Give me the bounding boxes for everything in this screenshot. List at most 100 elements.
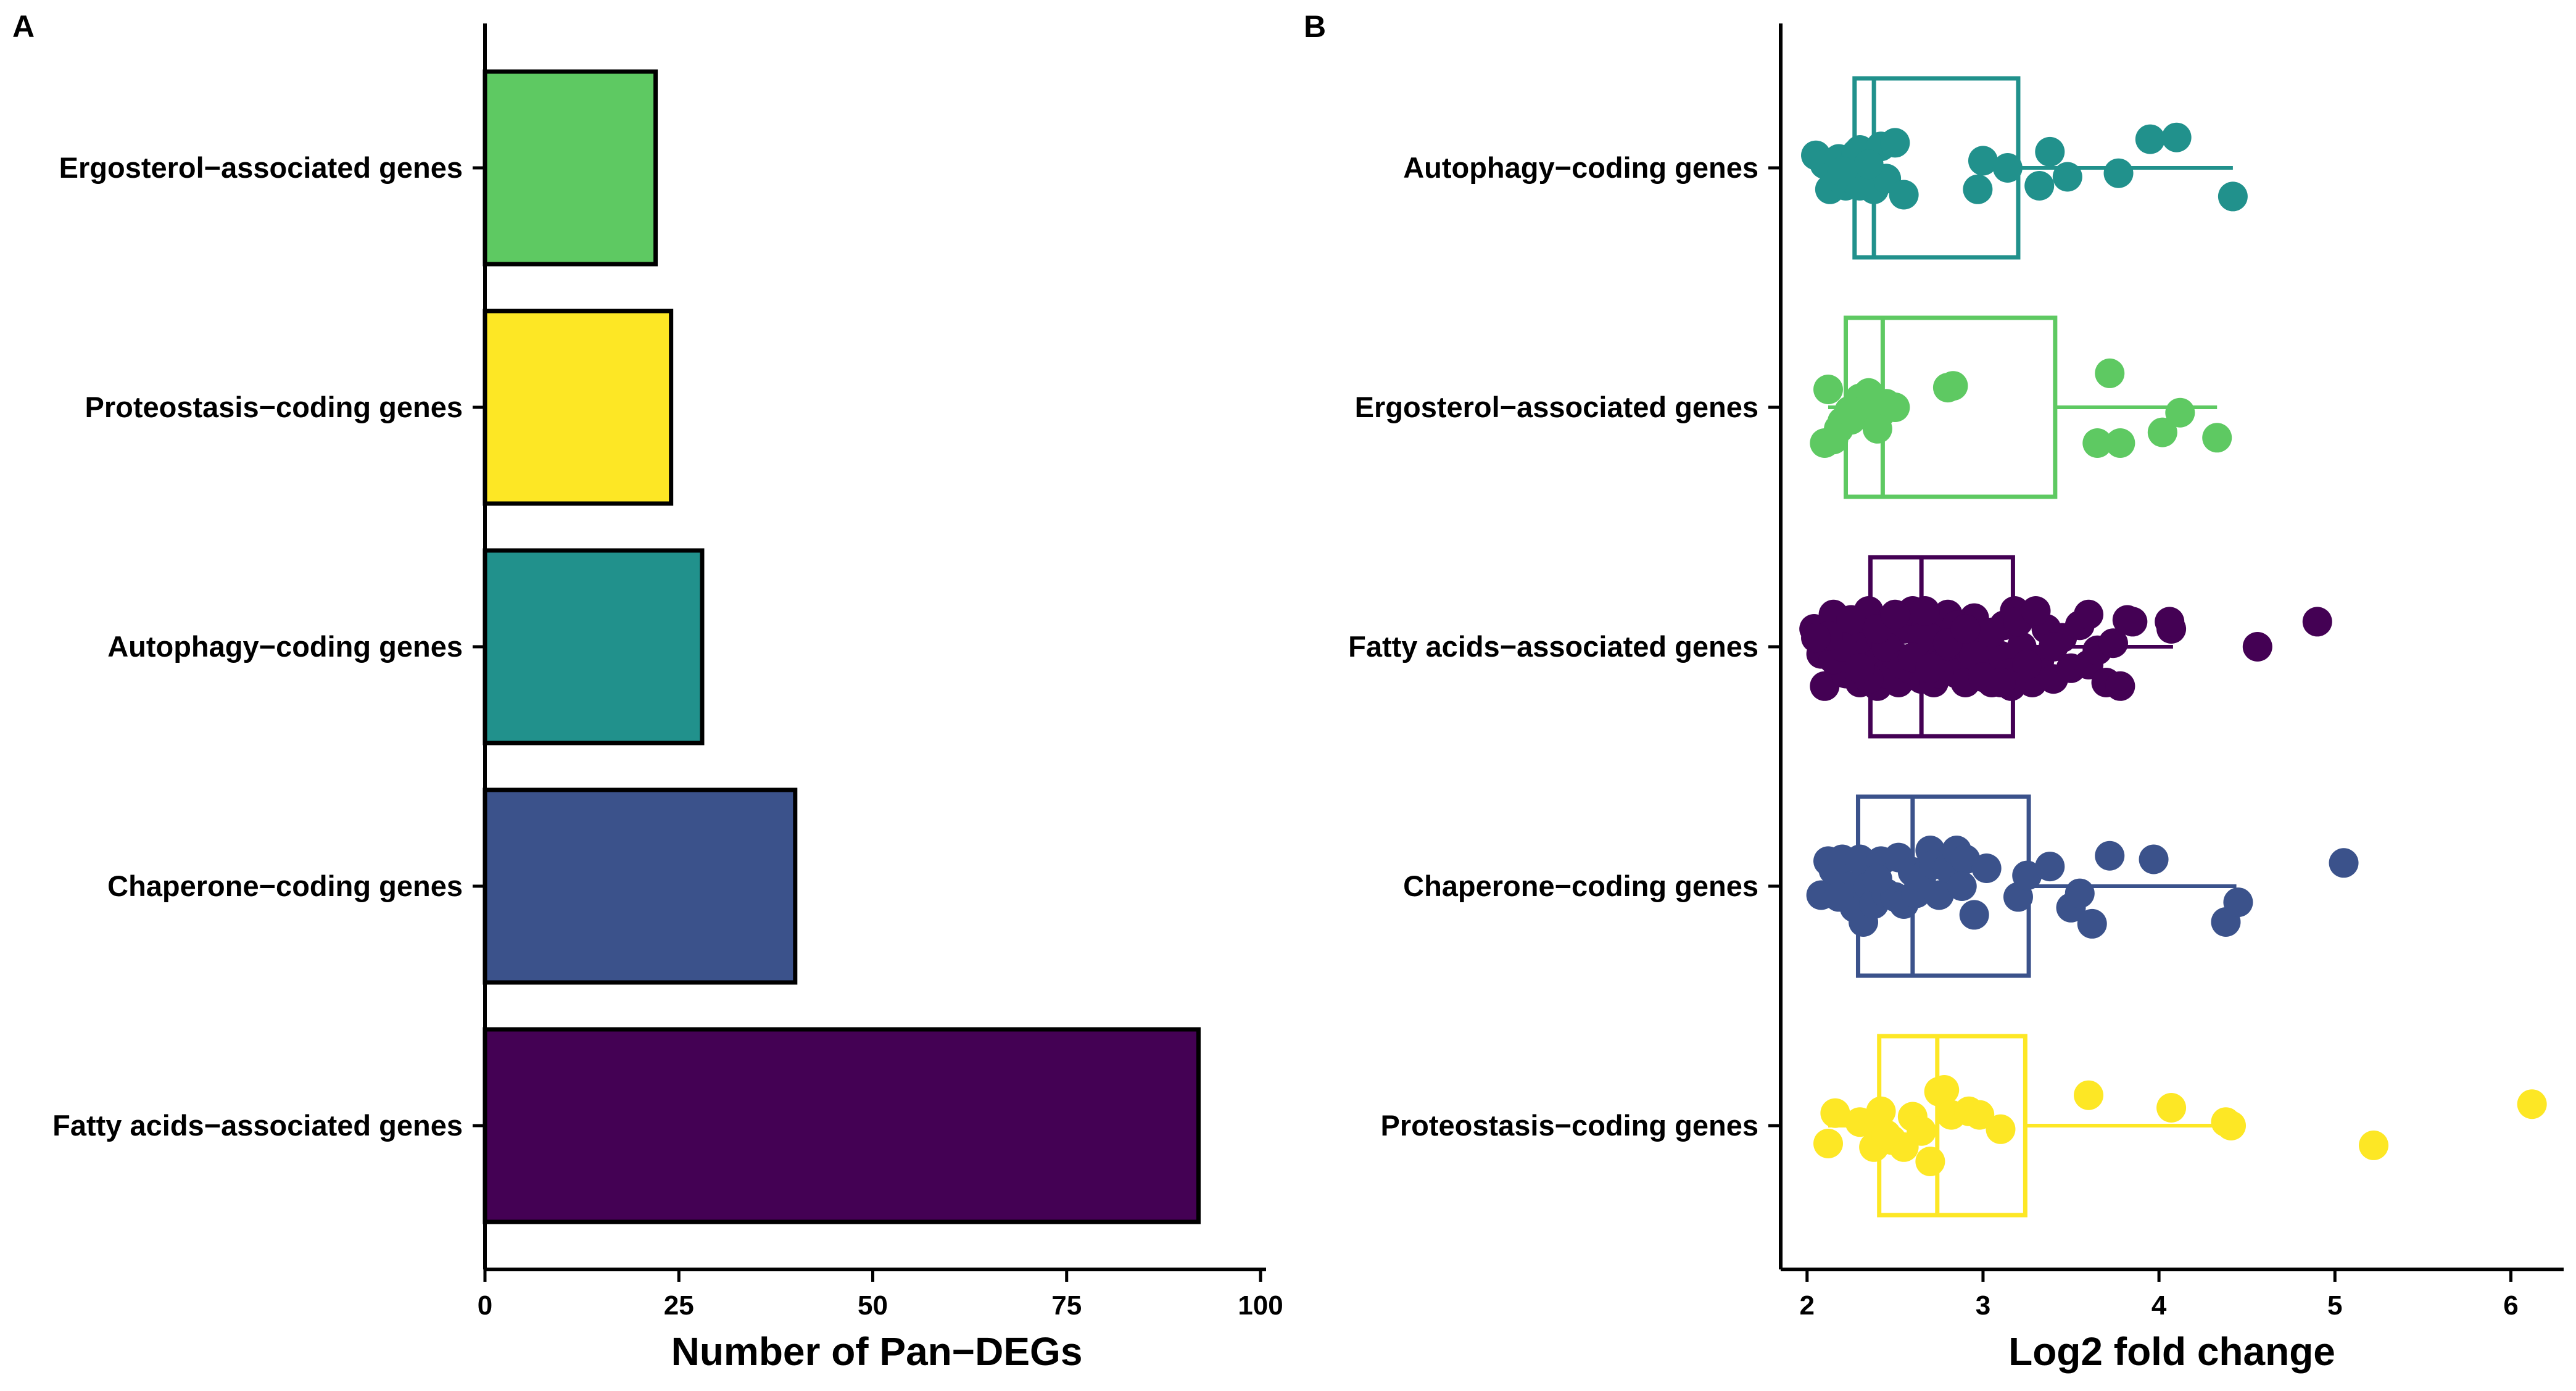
x-tick-label: 75: [1051, 1290, 1082, 1321]
data-point: [2135, 124, 2165, 154]
bar: [482, 787, 798, 985]
x-tick-label: 3: [1976, 1290, 1990, 1321]
data-point: [1845, 844, 1875, 874]
data-point: [2098, 628, 2128, 658]
category-label: Proteostasis−coding genes: [1381, 1109, 1759, 1142]
data-point: [1880, 599, 1910, 629]
data-point: [1813, 1129, 1843, 1158]
data-point: [1813, 375, 1843, 404]
data-point: [2517, 1089, 2547, 1119]
data-point: [2021, 596, 2051, 626]
data-point: [2105, 671, 2135, 701]
data-point: [2161, 122, 2192, 152]
bar: [482, 548, 705, 745]
data-point: [1889, 180, 1919, 210]
data-point: [1963, 174, 1993, 204]
data-point: [1965, 1100, 1995, 1130]
data-point: [2052, 162, 2082, 192]
data-point: [1834, 396, 1865, 426]
data-point: [1862, 864, 1892, 894]
x-tick-label: 2: [1800, 1290, 1815, 1321]
category-label: Fatty acids−associated genes: [1348, 630, 1758, 663]
data-point: [2165, 397, 2195, 428]
x-tick-label: 50: [858, 1290, 888, 1321]
panel-tag-a: A: [12, 9, 35, 44]
category-label: Fatty acids−associated genes: [52, 1109, 463, 1142]
data-point: [1938, 371, 1968, 401]
panel-a-x-axis-title: Number of Pan−DEGs: [671, 1329, 1083, 1374]
data-point: [2202, 423, 2232, 453]
data-point: [2077, 908, 2107, 939]
data-point: [1968, 146, 1998, 176]
category-label: Ergosterol−associated genes: [59, 151, 463, 184]
data-point: [1871, 1119, 1902, 1150]
x-tick-label: 6: [2503, 1290, 2518, 1321]
data-point: [1907, 1116, 1937, 1146]
data-point: [1836, 605, 1866, 635]
category-label: Ergosterol−associated genes: [1355, 391, 1758, 423]
data-point: [2329, 848, 2359, 878]
data-point: [2118, 607, 2148, 637]
data-point: [2103, 158, 2134, 188]
bar: [482, 309, 674, 506]
data-point: [1971, 853, 2002, 883]
data-point: [1992, 153, 2023, 183]
data-point: [2105, 428, 2135, 458]
bar: [482, 69, 658, 267]
panel-tag-b: B: [1304, 9, 1326, 44]
data-point: [1880, 128, 1910, 158]
data-point: [2065, 878, 2095, 908]
data-point: [2035, 852, 2065, 882]
data-point: [2218, 181, 2248, 212]
data-point: [2156, 1093, 2187, 1123]
data-point: [1924, 880, 1954, 910]
data-point: [1853, 149, 1884, 180]
data-point: [2012, 860, 2042, 891]
data-point: [1862, 413, 1892, 444]
data-point: [1950, 614, 1981, 644]
data-point: [1820, 1098, 1850, 1128]
category-label: Autophagy−coding genes: [1403, 151, 1758, 184]
bar: [482, 1027, 1201, 1224]
data-point: [1977, 617, 2007, 647]
data-point: [1801, 623, 1831, 653]
data-point: [1915, 653, 1945, 683]
data-point: [1824, 882, 1854, 912]
data-point: [2074, 1080, 2104, 1110]
data-point: [1880, 392, 1910, 422]
category-label: Proteostasis−coding genes: [85, 391, 463, 423]
data-point: [2242, 632, 2272, 662]
data-point: [2139, 844, 2169, 874]
data-point: [1986, 668, 2016, 697]
data-point: [2012, 650, 2042, 679]
data-point: [1959, 900, 1989, 930]
x-tick-label: 100: [1238, 1290, 1283, 1321]
data-point: [2359, 1130, 2389, 1160]
data-point: [2095, 841, 2125, 871]
bar-chart-panel-a: Ergosterol−associated genes Proteostasis−…: [52, 23, 1283, 1374]
data-point: [1986, 1114, 2016, 1144]
data-point: [1827, 156, 1857, 186]
data-point: [1947, 871, 1977, 901]
data-point: [2155, 607, 2185, 637]
category-label: Chaperone−coding genes: [107, 870, 463, 902]
data-point: [2035, 136, 2065, 167]
data-point: [2095, 358, 2125, 388]
data-point: [1929, 1075, 1960, 1105]
data-point: [2216, 1111, 2247, 1140]
x-tick-label: 4: [2151, 1290, 2167, 1321]
data-point: [1845, 1107, 1875, 1137]
x-tick-label: 5: [2327, 1290, 2342, 1321]
data-point: [2024, 171, 2055, 201]
boxplot-panel-b: Autophagy−coding genes Ergosterol−associa…: [1348, 23, 2564, 1374]
data-point: [1845, 653, 1875, 683]
data-point: [1910, 596, 1940, 626]
data-point: [2082, 428, 2113, 458]
data-point: [1915, 1147, 1945, 1176]
x-tick-label: 0: [478, 1290, 492, 1321]
data-point: [2302, 607, 2332, 637]
x-tick-label: 25: [664, 1290, 694, 1321]
data-point: [2147, 417, 2177, 447]
panel-b-x-axis-title: Log2 fold change: [2008, 1329, 2335, 1374]
